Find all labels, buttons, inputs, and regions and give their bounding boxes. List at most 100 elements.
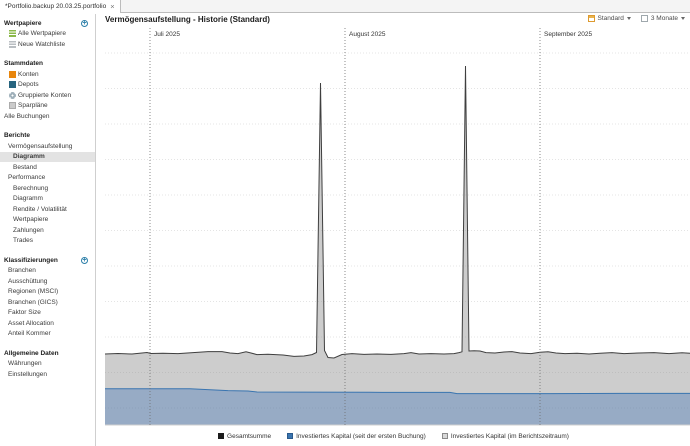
chevron-down-icon: [681, 17, 685, 20]
sidebar-item-konten[interactable]: Konten: [0, 69, 95, 80]
chevron-down-icon: [626, 17, 631, 20]
sidebar: Wertpapiere + Alle Wertpapiere Neue Watchli…: [0, 14, 96, 446]
sidebar-item-faktor-size[interactable]: Faktor Size: [0, 308, 95, 319]
month-label-september-2025: September 2025: [544, 31, 593, 38]
sidebar-item-diagramm[interactable]: Diagramm: [0, 194, 95, 205]
month-label-juli-2025: Juli 2025: [154, 31, 181, 38]
add-icon[interactable]: +: [81, 256, 88, 264]
chart-toolbar: Standard 3 Monate: [587, 15, 685, 22]
sidebar-item-label: Anteil Kommer: [8, 330, 51, 338]
sidebar-item-berechnung[interactable]: Berechnung: [0, 183, 95, 194]
file-tab[interactable]: *Portfolio.backup 20.03.25.portfolio ×: [0, 0, 121, 13]
section-header-label: Allgemeine Daten: [4, 349, 59, 357]
sidebar-item-branchen[interactable]: Branchen: [0, 266, 95, 277]
watchlist-icon: [9, 40, 16, 48]
sidebar-item-label: Rendite / Volatilität: [13, 205, 67, 213]
sidebar-item-label: Berechnung: [13, 184, 49, 192]
line-investiertes-kapital-seit-der-ersten-buchung: [105, 388, 690, 395]
sidebar-section-klassifizierungen: Klassifizierungen + Branchen Ausschüttung Re…: [0, 255, 95, 339]
line-gesamtsumme: [104, 65, 690, 359]
sidebar-item-label: Neue Watchliste: [18, 40, 66, 48]
sidebar-item-label: Bestand: [13, 163, 37, 171]
legend-label: Investiertes Kapital (im Berichtszeitrau…: [450, 432, 569, 440]
sidebar-section-allgemeine-daten: Allgemeine Daten Währungen Einstellungen: [0, 348, 95, 380]
add-icon[interactable]: +: [81, 19, 88, 27]
legend-swatch-icon: [441, 433, 448, 439]
sidebar-item-einstellungen[interactable]: Einstellungen: [0, 369, 95, 380]
sidebar-item-label: Trades: [13, 237, 33, 245]
sidebar-item-diagramm[interactable]: Diagramm: [0, 151, 95, 162]
sidebar-item-performance[interactable]: Performance: [0, 173, 95, 184]
sidebar-item-trades[interactable]: Trades: [0, 236, 95, 247]
area-investiertes-kapital-seit-der-ersten-buchung: [105, 388, 690, 425]
legend-swatch-icon: [287, 433, 294, 439]
sidebar-item-anteil-kommer[interactable]: Anteil Kommer: [0, 329, 95, 340]
sidebar-item-label: Branchen (GICS): [8, 298, 58, 306]
legend-item-investiertes-kapital-seit-der-ersten-buchung: Investiertes Kapital (seit der ersten Bu…: [287, 433, 426, 440]
asset-history-chart[interactable]: [97, 26, 690, 426]
section-header-label: Stammdaten: [4, 60, 44, 68]
area-gesamtsumme: [105, 66, 690, 425]
sidebar-item-label: Zahlungen: [13, 226, 44, 234]
sidebar-item-label: Gruppierte Konten: [18, 91, 72, 99]
3-monate-dropdown-button[interactable]: 3 Monate: [640, 15, 685, 22]
sidebar-item-rendite-volatilit-t[interactable]: Rendite / Volatilität: [0, 204, 95, 215]
sidebar-item-label: Regionen (MSCI): [8, 288, 59, 296]
chart-legend: Gesamtsumme Investiertes Kapital (seit de…: [97, 430, 690, 442]
sidebar-item-label: Vermögensaufstellung: [8, 142, 73, 150]
sidebar-section-berichte: Berichte Vermögensaufstellung Diagramm Best…: [0, 131, 95, 247]
sidebar-item-neue-watchliste[interactable]: Neue Watchliste: [0, 39, 95, 50]
sidebar-item-alle-wertpapiere[interactable]: Alle Wertpapiere: [0, 29, 95, 40]
grouped-accounts-icon: [9, 91, 16, 99]
standard-dropdown-button[interactable]: Standard: [587, 15, 631, 22]
sidebar-section-wertpapiere: Wertpapiere + Alle Wertpapiere Neue Watchli…: [0, 18, 95, 50]
legend-label: Gesamtsumme: [227, 432, 272, 440]
sidebar-item-w-hrungen[interactable]: Währungen: [0, 359, 95, 370]
sidebar-item-label: Konten: [18, 70, 39, 78]
sidebar-item-label: Faktor Size: [8, 309, 41, 317]
sidebar-section-stammdaten: Stammdaten Konten Depots Gruppierte Konten S…: [0, 59, 95, 122]
sidebar-item-label: Alle Wertpapiere: [18, 30, 66, 38]
legend-label: Investiertes Kapital (seit der ersten Bu…: [296, 432, 426, 440]
sidebar-item-label: Branchen: [8, 267, 36, 275]
month-label-august-2025: August 2025: [349, 31, 386, 38]
legend-item-gesamtsumme: Gesamtsumme: [218, 433, 271, 440]
sidebar-item-alle-buchungen[interactable]: Alle Buchungen: [0, 111, 95, 122]
sidebar-item-verm-gensaufstellung[interactable]: Vermögensaufstellung: [0, 141, 95, 152]
dropdown-label: 3 Monate: [650, 15, 678, 22]
sidebar-item-aussch-ttung[interactable]: Ausschüttung: [0, 276, 95, 287]
sidebar-item-regionen-msci[interactable]: Regionen (MSCI): [0, 287, 95, 298]
sidebar-item-gruppierte-konten[interactable]: Gruppierte Konten: [0, 90, 95, 101]
sidebar-item-depots[interactable]: Depots: [0, 80, 95, 91]
sidebar-item-asset-allocation[interactable]: Asset Allocation: [0, 318, 95, 329]
sidebar-item-wertpapiere[interactable]: Wertpapiere: [0, 215, 95, 226]
sidebar-item-branchen-gics[interactable]: Branchen (GICS): [0, 297, 95, 308]
sidebar-item-label: Asset Allocation: [8, 319, 54, 327]
sidebar-item-label: Währungen: [8, 360, 42, 368]
tab-bar: *Portfolio.backup 20.03.25.portfolio ×: [0, 0, 690, 13]
sidebar-item-label: Wertpapiere: [13, 216, 49, 224]
sidebar-item-label: Alle Buchungen: [4, 112, 50, 120]
sidebar-item-label: Ausschüttung: [8, 277, 48, 285]
sidebar-item-label: Sparpläne: [18, 102, 48, 110]
section-header-label: Wertpapiere: [4, 19, 42, 27]
accounts-icon: [9, 70, 16, 78]
portfolios-icon: [9, 81, 16, 89]
dropdown-label: Standard: [597, 15, 624, 22]
securities-list-icon: [9, 30, 16, 38]
tab-close-icon[interactable]: ×: [110, 2, 115, 11]
sidebar-item-label: Performance: [8, 174, 46, 182]
section-header-label: Klassifizierungen: [4, 256, 58, 264]
sidebar-item-sparpl-ne[interactable]: Sparpläne: [0, 101, 95, 112]
file-tab-title: *Portfolio.backup 20.03.25.portfolio: [5, 3, 107, 10]
sidebar-item-label: Diagramm: [13, 195, 43, 203]
sidebar-item-bestand[interactable]: Bestand: [0, 162, 95, 173]
calendar-icon: [640, 15, 648, 22]
sidebar-item-label: Einstellungen: [8, 370, 48, 378]
sidebar-item-zahlungen[interactable]: Zahlungen: [0, 225, 95, 236]
savings-plans-icon: [9, 102, 16, 110]
layout-icon: [587, 15, 595, 22]
sidebar-item-label: Depots: [18, 81, 39, 89]
sidebar-item-label: Diagramm: [13, 153, 45, 161]
legend-item-investiertes-kapital-im-berichtszeitraum: Investiertes Kapital (im Berichtszeitrau…: [441, 432, 569, 440]
